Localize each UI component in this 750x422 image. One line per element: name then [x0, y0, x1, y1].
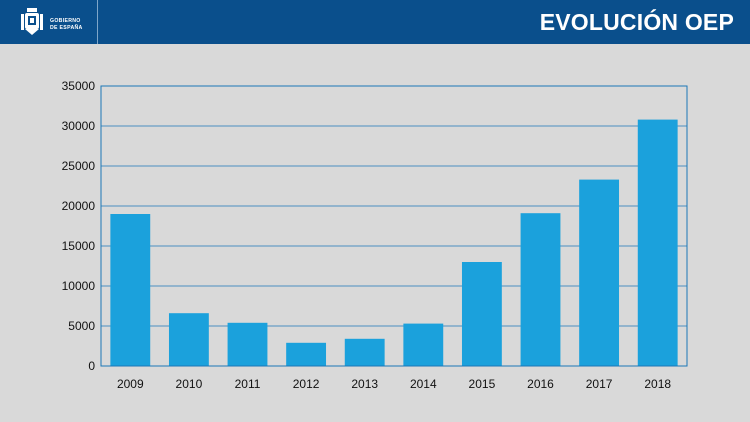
x-tick-label: 2016 — [527, 377, 554, 391]
x-tick-label: 2010 — [176, 377, 203, 391]
y-tick-label: 0 — [88, 359, 95, 373]
y-tick-label: 20000 — [62, 199, 96, 213]
y-axis-ticks: 0 5000 10000 15000 20000 25000 30000 35000 — [62, 79, 96, 373]
x-tick-label: 2009 — [117, 377, 144, 391]
bar-2009 — [110, 214, 151, 366]
bar-2011 — [227, 322, 268, 366]
y-tick-label: 25000 — [62, 159, 96, 173]
bar-2018 — [637, 119, 678, 366]
y-tick-label: 30000 — [62, 119, 96, 133]
y-tick-label: 15000 — [62, 239, 96, 253]
bar-chart: 0 5000 10000 15000 20000 25000 30000 35000 2009… — [62, 79, 688, 391]
x-tick-label: 2017 — [586, 377, 613, 391]
x-tick-label: 2015 — [469, 377, 496, 391]
bar-2015 — [461, 262, 502, 366]
x-tick-label: 2013 — [351, 377, 378, 391]
bar-2017 — [579, 179, 620, 366]
coat-of-arms-icon — [21, 8, 43, 35]
bar-2010 — [168, 313, 209, 366]
y-tick-label: 5000 — [68, 319, 95, 333]
header-bar: GOBIERNO DE ESPAÑA EVOLUCIÓN OEP — [0, 0, 750, 44]
government-logo: GOBIERNO DE ESPAÑA — [0, 0, 98, 44]
x-axis-ticks: 2009 2010 2011 2012 2013 2014 2015 2016 2017 2018 — [117, 377, 671, 391]
x-tick-label: 2018 — [644, 377, 671, 391]
y-tick-label: 35000 — [62, 79, 96, 93]
logo-text-line2: DE ESPAÑA — [50, 25, 83, 31]
bar-2014 — [403, 323, 444, 366]
x-tick-label: 2011 — [235, 377, 261, 391]
logo-text-line1: GOBIERNO — [50, 18, 81, 24]
bar-2012 — [286, 342, 327, 366]
plot-frame — [100, 85, 688, 367]
bar-2016 — [520, 213, 561, 366]
x-tick-label: 2014 — [410, 377, 437, 391]
bars — [110, 119, 678, 366]
y-tick-label: 10000 — [62, 279, 96, 293]
page-title: EVOLUCIÓN OEP — [539, 9, 734, 35]
x-tick-label: 2012 — [293, 377, 320, 391]
bar-2013 — [344, 338, 385, 366]
